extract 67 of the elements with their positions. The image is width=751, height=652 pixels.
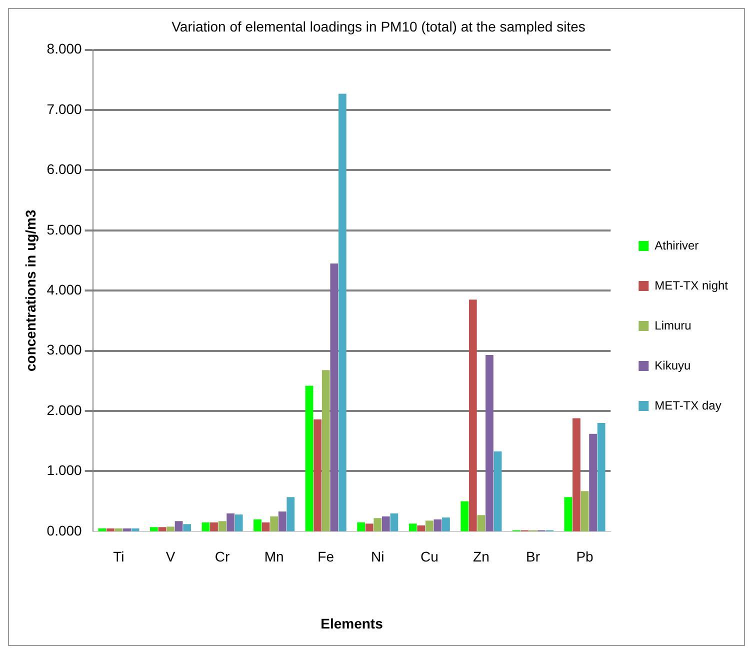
- bar: [158, 527, 166, 532]
- bar: [468, 300, 477, 532]
- bar: [305, 386, 314, 532]
- bar: [477, 515, 486, 532]
- bar: [494, 451, 502, 532]
- y-tick-label: 7.000: [46, 100, 82, 117]
- x-tick-label: Mn: [264, 548, 284, 565]
- bar: [286, 497, 295, 532]
- legend-label: Athiriver: [654, 238, 699, 252]
- bar: [460, 501, 469, 532]
- bar: [314, 419, 322, 532]
- bar: [597, 423, 606, 532]
- bar: [210, 522, 218, 532]
- legend-label: Limuru: [654, 318, 692, 332]
- chart-title: Variation of elemental loadings in PM10 (total) at the sampled sites: [172, 18, 586, 34]
- legend-label: MET-TX night: [654, 278, 729, 292]
- x-tick-label: Fe: [318, 548, 334, 565]
- x-tick-label: Pb: [576, 548, 594, 565]
- x-tick-label: Cr: [214, 548, 230, 565]
- bar: [580, 491, 589, 532]
- bar: [338, 94, 346, 532]
- y-axis-title: concentrations in ug/m3: [22, 209, 38, 372]
- bar: [365, 524, 374, 532]
- x-tick-label: Ti: [113, 548, 124, 565]
- bar: [166, 526, 174, 532]
- bar: [572, 418, 580, 532]
- bar: [382, 516, 390, 532]
- x-tick-label: Br: [526, 548, 540, 565]
- bar: [486, 355, 494, 532]
- bar: [218, 521, 226, 532]
- bar: [442, 518, 450, 532]
- bar: [254, 519, 262, 532]
- bar: [174, 521, 183, 532]
- bar: [150, 527, 158, 532]
- bar: [425, 520, 434, 532]
- legend-label: Kikuyu: [654, 358, 691, 372]
- bar: [202, 522, 210, 532]
- x-tick-label: Cu: [420, 548, 438, 565]
- bar: [330, 264, 338, 532]
- bar: [390, 513, 398, 532]
- bar: [417, 525, 426, 532]
- x-tick-label: V: [166, 548, 176, 565]
- bar: [408, 524, 417, 532]
- bar: [564, 497, 572, 532]
- bar: [278, 512, 286, 532]
- y-tick-label: 0.000: [46, 522, 82, 538]
- bar: [322, 370, 330, 532]
- x-tick-label: Zn: [473, 548, 490, 565]
- bar: [262, 522, 270, 532]
- y-tick-label: 1.000: [46, 462, 82, 478]
- y-tick-label: 6.000: [46, 161, 82, 178]
- y-tick-label: 8.000: [46, 40, 82, 57]
- bar: [589, 434, 597, 532]
- x-tick-label: Ni: [371, 548, 384, 565]
- bar: [234, 514, 243, 532]
- legend-label: MET-TX day: [654, 398, 722, 412]
- bar: [434, 519, 442, 532]
- y-tick-label: 5.000: [46, 221, 82, 238]
- bar: [183, 524, 192, 532]
- bar: [226, 513, 235, 532]
- bar: [270, 516, 278, 532]
- x-axis-title: Elements: [320, 615, 384, 632]
- bar: [357, 522, 365, 532]
- y-tick-label: 2.000: [46, 402, 82, 418]
- bar: [374, 518, 382, 532]
- y-tick-label: 3.000: [46, 342, 82, 358]
- y-tick-label: 4.000: [46, 281, 82, 298]
